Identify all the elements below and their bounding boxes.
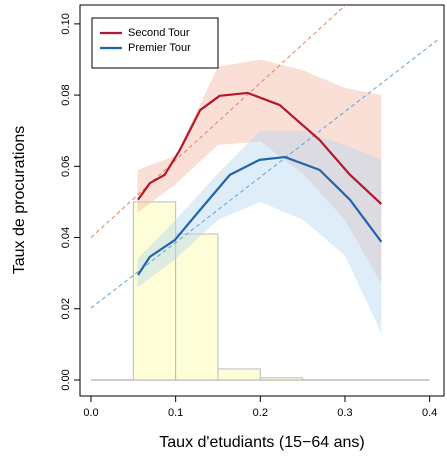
- x-tick-label: 0.3: [337, 407, 352, 419]
- legend-label: Premier Tour: [128, 42, 191, 54]
- legend-label: Second Tour: [128, 27, 190, 39]
- series-line: [137, 155, 383, 276]
- histogram-bar: [132, 201, 177, 381]
- x-tick-label: 0.0: [83, 407, 98, 419]
- x-axis-title: Taux d'etudiants (15−64 ans): [159, 434, 364, 451]
- plot-frame: [79, 4, 445, 397]
- x-tick-label: 0.2: [253, 407, 268, 419]
- series-line: [137, 91, 383, 205]
- y-tick-label: 0.02: [60, 298, 72, 319]
- y-tick-label: 0.00: [60, 369, 72, 390]
- legend-box: [91, 17, 219, 69]
- y-tick-label: 0.08: [60, 84, 72, 105]
- y-tick-label: 0.10: [60, 13, 72, 34]
- confidence-band: [137, 130, 382, 334]
- x-tick-label: 0.1: [168, 407, 183, 419]
- histogram-bar: [217, 368, 261, 381]
- histogram-bar: [175, 233, 219, 381]
- histogram-bar: [259, 377, 304, 381]
- y-tick-label: 0.04: [60, 227, 72, 248]
- plot-area: [90, 5, 439, 381]
- trend-line: [90, 39, 439, 309]
- y-tick-label: 0.06: [60, 156, 72, 177]
- x-tick-label: 0.4: [422, 407, 437, 419]
- y-axis-title: Taux de procurations: [11, 126, 28, 275]
